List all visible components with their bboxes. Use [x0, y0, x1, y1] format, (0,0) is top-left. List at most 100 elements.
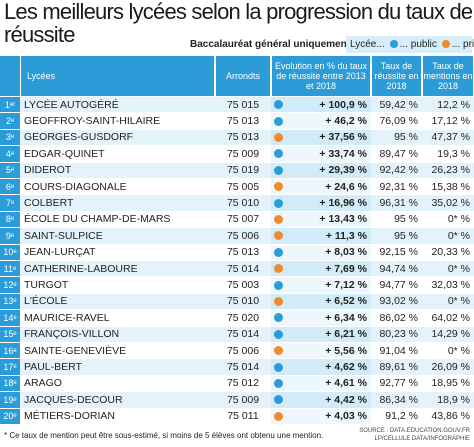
- arrondissement: 75 010: [226, 197, 260, 210]
- evo-bg: [271, 392, 371, 408]
- footnote: * Ce taux de mention peut être sous-esti…: [4, 431, 324, 440]
- rank-number: 9: [5, 230, 11, 241]
- evolution: + 6,34 %: [325, 311, 367, 324]
- evolution: + 33,74 %: [319, 147, 367, 160]
- sector-dot: [273, 264, 283, 274]
- rank-suffix: e: [13, 265, 17, 272]
- evolution: + 11,3 %: [325, 229, 367, 242]
- arrondissement: 75 005: [226, 180, 260, 193]
- evo-bg: [271, 359, 371, 375]
- rank: 16 e: [0, 343, 20, 359]
- rank-suffix: e: [13, 314, 17, 321]
- arrondissement: 75 003: [226, 279, 260, 292]
- success-rate: 92,15 %: [379, 246, 418, 259]
- subtitle: Baccalauréat général uniquement: [190, 39, 351, 50]
- school-name: COLBERT: [24, 197, 74, 210]
- success-rate: 86,02 %: [379, 311, 418, 324]
- legend: Lycée... ... public ... privé: [346, 36, 474, 53]
- rank-number: 5: [5, 165, 11, 176]
- school-name: LYCÉE AUTOGÉRÉ: [24, 98, 119, 111]
- legend-lead: Lycée...: [350, 39, 385, 50]
- rank-suffix: e: [13, 282, 17, 289]
- rank-suffix: e: [13, 396, 17, 403]
- sector-cell: [271, 359, 285, 374]
- school-name: SAINTE-GENEVIÈVE: [24, 344, 127, 357]
- rank-suffix: e: [10, 183, 15, 190]
- rank-suffix: e: [10, 118, 15, 125]
- sector-cell: [271, 146, 285, 161]
- school-name: COURS-DIAGONALE: [24, 180, 127, 193]
- evo-bg: [271, 162, 371, 178]
- school-name: EDGAR-QUINET: [24, 147, 105, 160]
- sector-cell: [271, 310, 285, 325]
- sector-cell: [271, 228, 285, 243]
- sector-cell: [271, 343, 285, 358]
- evolution: + 4,61 %: [325, 377, 367, 390]
- evo-bg: [271, 277, 371, 293]
- rank-number: 6: [5, 181, 11, 192]
- sector-dot: [273, 329, 283, 339]
- honours-rate: 47,37 %: [431, 131, 470, 144]
- rank: 11 e: [0, 261, 20, 277]
- rank-number: 19: [3, 394, 14, 405]
- arrondissement: 75 011: [227, 410, 259, 423]
- sector-cell: [271, 195, 285, 210]
- school-name: ÉCOLE DU CHAMP-DE-MARS: [24, 213, 171, 226]
- honours-rate: 26,23 %: [431, 164, 470, 177]
- school-name: L'ÉCOLE: [24, 295, 68, 308]
- school-name: SAINT-SULPICE: [24, 229, 103, 242]
- legend-label: ... public: [399, 39, 437, 50]
- column-header: Taux de réussite en 2018: [371, 56, 421, 96]
- evolution: + 4,62 %: [325, 361, 367, 374]
- honours-rate: 18,9 %: [437, 393, 470, 406]
- evolution: + 7,69 %: [325, 262, 367, 275]
- school-name: CATHERINE-LABOURE: [24, 262, 138, 275]
- success-rate: 96,31 %: [379, 197, 418, 210]
- rank-suffix: e: [10, 232, 15, 239]
- evo-bg: [271, 146, 371, 162]
- column-header: Taux de mentions en 2018: [422, 56, 473, 96]
- rank-suffix: er: [9, 101, 16, 108]
- honours-rate: 0* %: [447, 262, 470, 275]
- arrondissement: 75 013: [226, 115, 260, 128]
- arrondissement: 75 012: [226, 377, 260, 390]
- honours-rate: 14,29 %: [431, 328, 470, 341]
- sector-dot: [273, 116, 283, 126]
- evolution: + 4,03 %: [325, 410, 367, 423]
- evo-bg: [271, 195, 371, 211]
- arrondissement: 75 006: [226, 229, 260, 242]
- school-name: JACQUES-DECOUR: [24, 393, 123, 406]
- rank-number: 16: [3, 345, 14, 356]
- rank-number: 4: [5, 148, 11, 159]
- column-header: Arrondts: [215, 56, 270, 96]
- header-cell: [0, 56, 20, 96]
- success-rate: 92,77 %: [379, 377, 418, 390]
- arrondissement: 75 015: [226, 98, 260, 111]
- school-name: MAURICE-RAVEL: [24, 311, 110, 324]
- sector-cell: [271, 97, 285, 112]
- evolution: + 46,2 %: [325, 115, 367, 128]
- rank-suffix: e: [13, 331, 17, 338]
- evo-bg: [271, 129, 371, 146]
- school-name: MÉTIERS-DORIAN: [24, 410, 116, 423]
- rank-number: 18: [3, 378, 14, 389]
- arrondissement: 75 009: [226, 147, 260, 160]
- sector-cell: [271, 327, 285, 342]
- evolution: + 8,03 %: [325, 246, 367, 259]
- evolution: + 100,9 %: [319, 98, 367, 111]
- sector-dot: [273, 231, 283, 241]
- rank-number: 11: [3, 263, 13, 274]
- evo-bg: [271, 408, 371, 424]
- honours-rate: 12,2 %: [437, 98, 470, 111]
- rank-number: 15: [3, 329, 14, 340]
- evo-bg: [271, 293, 371, 310]
- success-rate: 91,04 %: [379, 344, 418, 357]
- sector-cell: [271, 163, 285, 178]
- rank-suffix: e: [10, 200, 15, 207]
- rank-number: 8: [5, 214, 11, 225]
- source-line: SOURCE : DATA.EDUCATION.GOUV.FR: [359, 428, 470, 434]
